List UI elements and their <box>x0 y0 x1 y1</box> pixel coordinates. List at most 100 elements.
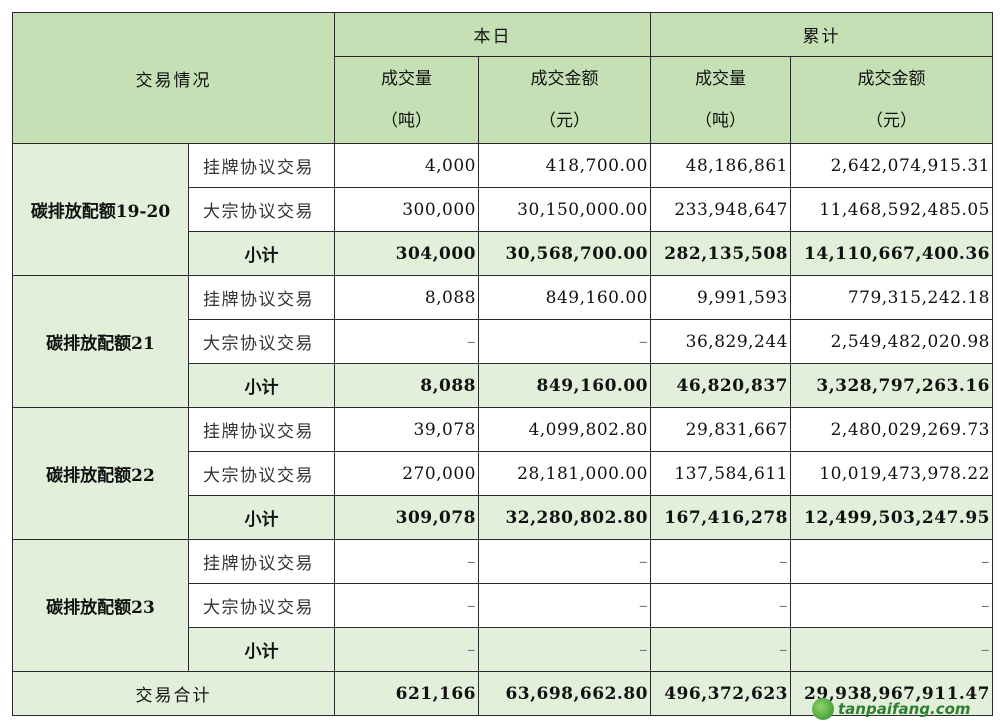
today-amount-cell: – <box>478 583 651 628</box>
cumulative-volume-cell: – <box>650 583 791 628</box>
cumulative-volume-cell: 46,820,837 <box>650 363 791 408</box>
table-body: 碳排放配额19-20 挂牌协议交易 4,000 418,700.00 48,186,86… <box>12 143 993 672</box>
cumulative-amount-cell: 12,499,503,247.95 <box>790 495 993 540</box>
header-amount-label: 成交金额 <box>530 69 599 89</box>
header-today-amount: 成交金额 （元） <box>478 56 651 144</box>
cumulative-volume-cell: – <box>650 627 791 672</box>
leaf-logo-icon <box>812 698 834 720</box>
cumulative-volume-cell: 36,829,244 <box>650 319 791 364</box>
subtotal-row: 小计 304,000 30,568,700.00 282,135,508 14,110,… <box>13 231 993 276</box>
today-amount-cell: 849,160.00 <box>478 275 651 320</box>
header-cumulative: 累计 <box>650 12 993 57</box>
today-volume-cell: 8,088 <box>334 275 479 320</box>
table-row: 大宗协议交易 – – – – <box>13 583 993 628</box>
today-volume-cell: – <box>334 319 479 364</box>
group-name: 碳排放配额23 <box>12 539 189 672</box>
cumulative-amount-cell: 2,549,482,020.98 <box>790 319 993 364</box>
total-row: 交易合计 621,166 63,698,662.80 496,372,623 2… <box>12 671 993 716</box>
today-volume-cell: 39,078 <box>334 407 479 452</box>
total-label: 交易合计 <box>12 671 335 716</box>
today-amount-cell: 32,280,802.80 <box>478 495 651 540</box>
total-today-volume: 621,166 <box>334 671 479 716</box>
today-volume-cell: 300,000 <box>334 187 479 232</box>
group-name: 碳排放配额19-20 <box>12 143 189 276</box>
header-volume-unit: （吨） <box>381 111 432 131</box>
subtotal-label: 小计 <box>188 627 335 672</box>
group-name: 碳排放配额21 <box>12 275 189 408</box>
cumulative-volume-cell: 233,948,647 <box>650 187 791 232</box>
total-today-amount: 63,698,662.80 <box>478 671 651 716</box>
cumulative-volume-cell: 9,991,593 <box>650 275 791 320</box>
today-amount-cell: 30,150,000.00 <box>478 187 651 232</box>
trade-type-label: 大宗协议交易 <box>188 583 335 628</box>
subtotal-row: 小计 8,088 849,160.00 46,820,837 3,328,797,263… <box>13 363 993 408</box>
cumulative-volume-cell: 29,831,667 <box>650 407 791 452</box>
table-row: 碳排放配额21 挂牌协议交易 8,088 849,160.00 9,991,593 779… <box>12 275 993 408</box>
subtotal-label: 小计 <box>188 495 335 540</box>
cumulative-amount-cell: 3,328,797,263.16 <box>790 363 993 408</box>
header-today-volume: 成交量 （吨） <box>334 56 479 144</box>
group-name: 碳排放配额22 <box>12 407 189 540</box>
table-row: 大宗协议交易 – –36,829,244 2,549,482,020.98 <box>13 319 993 364</box>
trading-summary-table: 交易情况 本日 累计 成交量 （吨） 成交金额 （元） 成交量 （吨） 成交金额… <box>12 12 993 716</box>
table-row: 大宗协议交易 300,000 30,150,000.00 233,948,647 11,… <box>13 187 993 232</box>
today-volume-cell: 309,078 <box>334 495 479 540</box>
header-volume-label: 成交量 <box>695 69 746 89</box>
table-row: 碳排放配额22 挂牌协议交易 39,078 4,099,802.80 29,831,66… <box>12 407 993 540</box>
today-volume-cell: 270,000 <box>334 451 479 496</box>
cumulative-amount-cell: 779,315,242.18 <box>790 275 993 320</box>
header-corner: 交易情况 <box>12 12 335 144</box>
today-volume-cell: 8,088 <box>334 363 479 408</box>
header-amount-label: 成交金额 <box>857 69 926 89</box>
cumulative-volume-cell: 282,135,508 <box>650 231 791 276</box>
today-amount-cell: 849,160.00 <box>478 363 651 408</box>
trade-type-label: 挂牌协议交易 <box>188 143 335 188</box>
cumulative-amount-cell: – <box>790 539 993 584</box>
today-volume-cell: 304,000 <box>334 231 479 276</box>
table-row: 大宗协议交易 270,000 28,181,000.00 137,584,611 10,… <box>13 451 993 496</box>
header-amount-unit: （元） <box>539 111 590 131</box>
today-amount-cell: 418,700.00 <box>478 143 651 188</box>
today-amount-cell: – <box>478 627 651 672</box>
cumulative-amount-cell: – <box>790 583 993 628</box>
header-cumulative-amount: 成交金额 （元） <box>790 56 993 144</box>
header-volume-unit: （吨） <box>695 111 746 131</box>
cumulative-volume-cell: 137,584,611 <box>650 451 791 496</box>
cumulative-amount-cell: 2,642,074,915.31 <box>790 143 993 188</box>
table-row: 碳排放配额19-20 挂牌协议交易 4,000 418,700.00 48,186,86… <box>12 143 993 276</box>
today-amount-cell: – <box>478 319 651 364</box>
cumulative-volume-cell: 48,186,861 <box>650 143 791 188</box>
today-volume-cell: – <box>334 539 479 584</box>
cumulative-amount-cell: 2,480,029,269.73 <box>790 407 993 452</box>
today-amount-cell: 30,568,700.00 <box>478 231 651 276</box>
table-row: 碳排放配额23 挂牌协议交易 – – – – <box>12 539 993 672</box>
header-volume-label: 成交量 <box>381 69 432 89</box>
header-cumulative-volume: 成交量 （吨） <box>650 56 791 144</box>
today-amount-cell: 4,099,802.80 <box>478 407 651 452</box>
cumulative-amount-cell: 14,110,667,400.36 <box>790 231 993 276</box>
today-volume-cell: – <box>334 627 479 672</box>
subtotal-label: 小计 <box>188 363 335 408</box>
header-today: 本日 <box>334 12 651 57</box>
subtotal-label: 小计 <box>188 231 335 276</box>
today-amount-cell: – <box>478 539 651 584</box>
trade-type-label: 挂牌协议交易 <box>188 539 335 584</box>
today-volume-cell: 4,000 <box>334 143 479 188</box>
trade-type-label: 大宗协议交易 <box>188 319 335 364</box>
trade-type-label: 挂牌协议交易 <box>188 275 335 320</box>
cumulative-amount-cell: 11,468,592,485.05 <box>790 187 993 232</box>
cumulative-volume-cell: – <box>650 539 791 584</box>
cumulative-amount-cell: – <box>790 627 993 672</box>
trade-type-label: 大宗协议交易 <box>188 451 335 496</box>
trade-type-label: 挂牌协议交易 <box>188 407 335 452</box>
watermark-text: tanpaifang.com <box>838 700 971 718</box>
total-cumulative-volume: 496,372,623 <box>650 671 791 716</box>
site-watermark: tanpaifang.com <box>812 696 982 722</box>
cumulative-amount-cell: 10,019,473,978.22 <box>790 451 993 496</box>
trade-type-label: 大宗协议交易 <box>188 187 335 232</box>
subtotal-row: 小计 – – – – <box>13 627 993 672</box>
today-amount-cell: 28,181,000.00 <box>478 451 651 496</box>
header-amount-unit: （元） <box>866 111 917 131</box>
cumulative-volume-cell: 167,416,278 <box>650 495 791 540</box>
today-volume-cell: – <box>334 583 479 628</box>
